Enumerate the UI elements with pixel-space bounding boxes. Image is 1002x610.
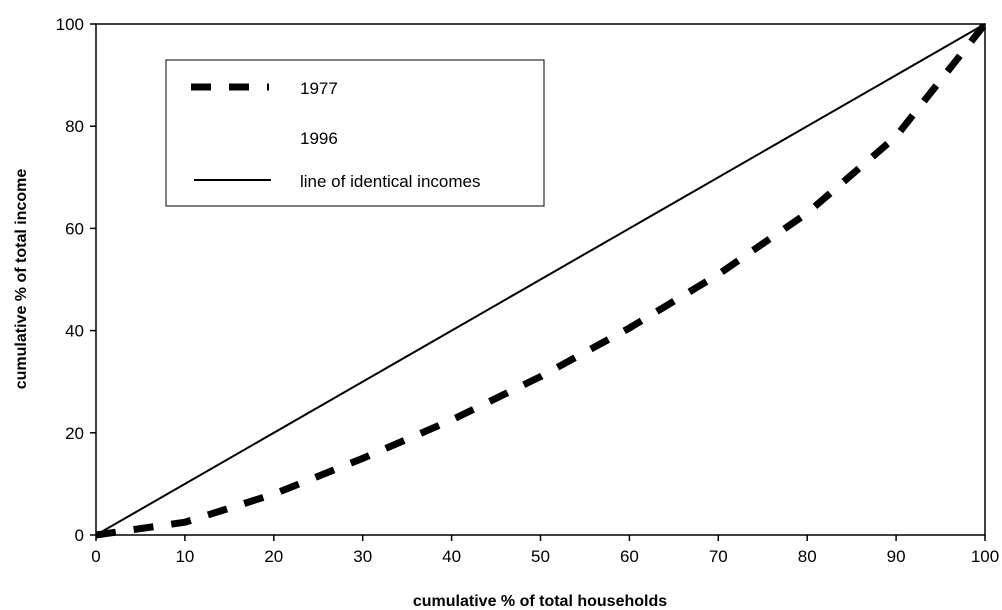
y-tick-label: 20 — [65, 424, 84, 443]
x-tick-label: 30 — [353, 547, 372, 566]
y-axis: 0 20 40 60 80 100 — [56, 15, 96, 545]
y-tick-label: 100 — [56, 15, 84, 34]
x-tick-label: 50 — [531, 547, 550, 566]
legend-label-1977: 1977 — [300, 79, 338, 98]
y-tick-label: 60 — [65, 219, 84, 238]
y-axis-title: cumulative % of total income — [13, 169, 30, 390]
x-tick-label: 80 — [798, 547, 817, 566]
series-line-2 — [95, 23, 986, 536]
x-tick-label: 20 — [264, 547, 283, 566]
x-axis: 0 10 20 30 40 50 60 70 80 90 100 — [91, 535, 999, 566]
series-layer — [95, 21, 988, 539]
x-tick-label: 10 — [175, 547, 194, 566]
x-axis-title: cumulative % of total households — [413, 593, 667, 610]
y-tick-label: 0 — [75, 526, 84, 545]
x-tick-label: 40 — [442, 547, 461, 566]
y-tick-label: 80 — [65, 117, 84, 136]
x-tick-label: 70 — [709, 547, 728, 566]
legend: 1977 1996 line of identical incomes — [165, 59, 545, 207]
x-tick-label: 60 — [620, 547, 639, 566]
legend-label-identical: line of identical incomes — [300, 172, 480, 191]
series-line-0 — [95, 21, 988, 539]
x-tick-label: 90 — [887, 547, 906, 566]
x-tick-label: 0 — [91, 547, 100, 566]
y-tick-label: 40 — [65, 322, 84, 341]
x-tick-label: 100 — [971, 547, 999, 566]
legend-label-1996: 1996 — [300, 129, 338, 148]
